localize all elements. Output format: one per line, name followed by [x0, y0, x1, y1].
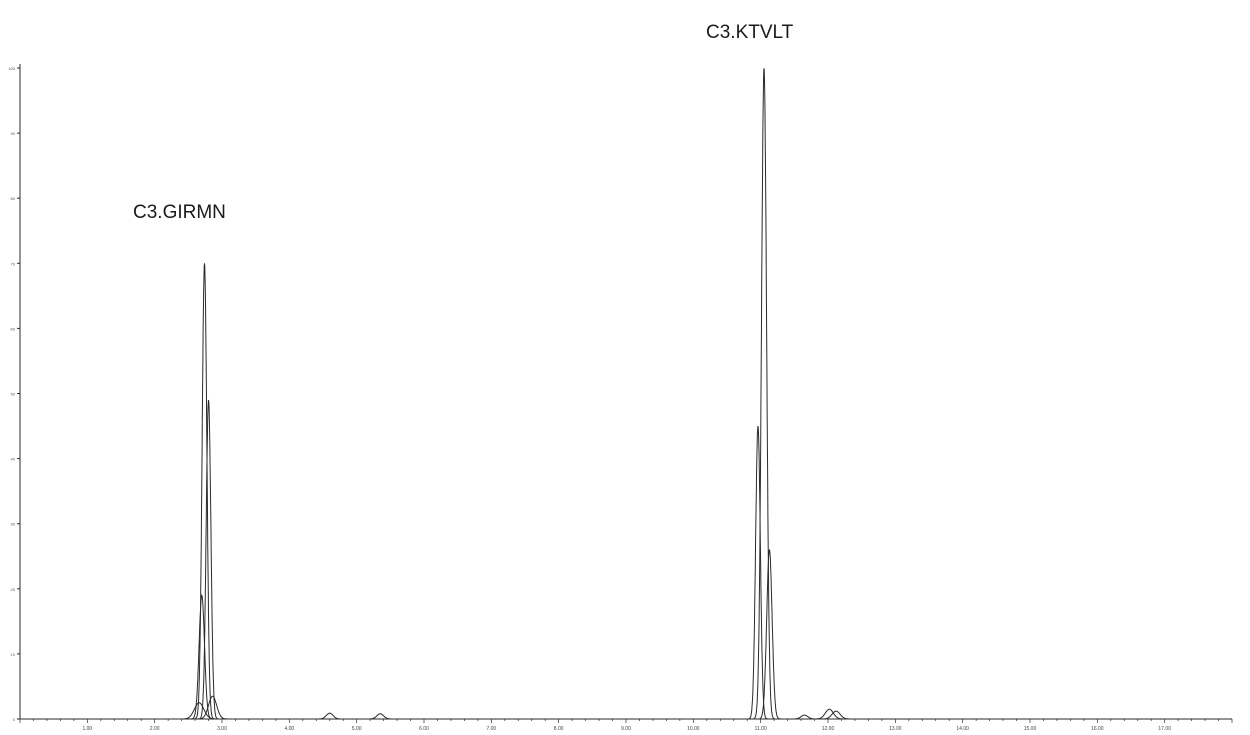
y-tick-label: 50 — [11, 392, 16, 397]
x-tick-label: 16.00 — [1091, 726, 1104, 732]
series-trace-2 — [20, 549, 1232, 720]
series-trace-5 — [20, 712, 1232, 720]
x-tick-label: 1.00 — [82, 726, 92, 732]
x-axis: 1.00 2.00 3.00 4.00 5.00 6.00 7.00 8.00 9.00 10.0… — [19, 718, 1233, 732]
x-tick-label: 6.00 — [419, 726, 429, 732]
x-tick-label: 15.00 — [1024, 726, 1037, 732]
y-tick-label: 20 — [11, 587, 16, 592]
x-tick-label: 2.00 — [150, 726, 160, 732]
series-trace-0 — [20, 68, 1232, 720]
peak-annotation-ktvlt: C3.KTVLT — [706, 22, 794, 43]
y-tick-label: 80 — [11, 196, 16, 201]
x-tick-label: 13.00 — [889, 726, 902, 732]
x-tick-label: 11.00 — [755, 726, 767, 732]
peak-annotation-girmn: C3.GIRMN — [133, 202, 226, 223]
x-tick-label: 8.00 — [554, 726, 564, 732]
y-tick-label: 0 — [13, 717, 16, 722]
y-tick-label: 90 — [11, 131, 16, 136]
y-tick-label: 30 — [11, 522, 16, 527]
x-tick-label: 7.00 — [486, 726, 496, 732]
y-tick-label: 10 — [11, 652, 16, 657]
x-tick-label: 17.00 — [1158, 726, 1171, 732]
x-tick-label: 14.00 — [956, 726, 969, 732]
x-tick-label: 12.00 — [822, 726, 835, 732]
x-tick-label: 4.00 — [284, 726, 294, 732]
x-tick-label: 10.00 — [687, 726, 700, 732]
x-tick-label: 9.00 — [621, 726, 631, 732]
y-tick-label: 100 — [8, 66, 15, 71]
y-tick-label: 60 — [11, 326, 16, 331]
x-tick-label: 5.00 — [352, 726, 362, 732]
x-tick-label: 3.00 — [217, 726, 227, 732]
y-tick-label: 40 — [11, 457, 16, 462]
plot-area — [20, 68, 1232, 720]
y-tick-label: 70 — [11, 261, 16, 266]
